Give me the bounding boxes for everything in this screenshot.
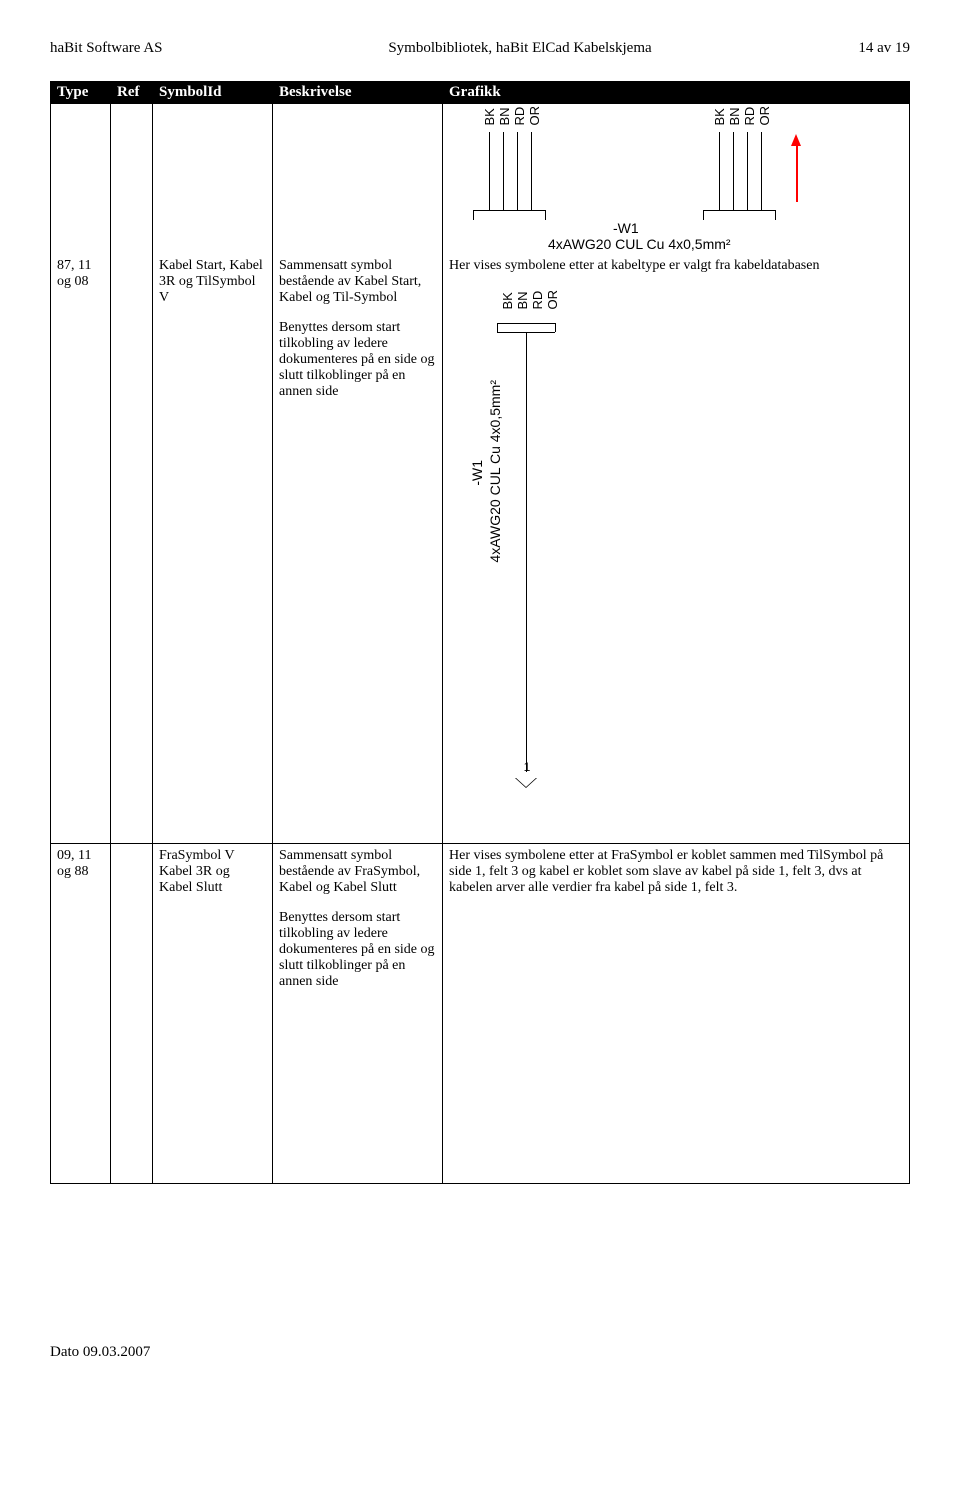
table-row: 87, 11 og 08 Kabel Start, Kabel 3R og Ti… — [51, 254, 910, 844]
chevron-down-icon — [515, 778, 537, 790]
cell-ref — [111, 844, 153, 1184]
table-row: 09, 11 og 88 FraSymbol V Kabel 3R og Kab… — [51, 844, 910, 1184]
cable-vertical-diagram: BK BN RD OR -W1 4xAWG20 CUL Cu 4 — [451, 260, 711, 820]
cell-grafikk: Her vises symbolene etter at FraSymbol e… — [443, 844, 910, 1184]
wire-labels-right: BK BN RD OR — [713, 106, 771, 126]
cell-ref — [111, 254, 153, 844]
wire-labels-left: BK BN RD OR — [483, 106, 541, 126]
table-header-row: Type Ref SymbolId Beskrivelse Grafikk — [51, 82, 910, 104]
terminal-label: 1 — [521, 760, 533, 774]
arrow-up-icon — [791, 134, 801, 146]
header-left: haBit Software AS — [50, 40, 250, 57]
header-center: Symbolbibliotek, haBit ElCad Kabelskjema — [250, 40, 790, 57]
cable-spec-vert: 4xAWG20 CUL Cu 4x0,5mm² — [487, 380, 503, 563]
page-footer: Dato 09.03.2007 — [50, 1344, 910, 1361]
wire-labels-vert: BK BN RD OR — [501, 290, 559, 310]
cable-spec-label: 4xAWG20 CUL Cu 4x0,5mm² — [548, 236, 731, 252]
cell-type: 87, 11 og 08 — [51, 254, 111, 844]
cable-id-vert: -W1 — [469, 460, 485, 486]
cell-symbolid: FraSymbol V Kabel 3R og Kabel Slutt — [153, 844, 273, 1184]
cell-beskrivelse: Sammensatt symbol bestående av FraSymbol… — [273, 844, 443, 1184]
top-diagram-cell: BK BN RD OR BK BN — [443, 104, 910, 254]
grafikk-text: Her vises symbolene etter at FraSymbol e… — [449, 848, 903, 896]
cable-top-diagram: BK BN RD OR BK BN — [443, 104, 909, 254]
cell-grafikk: Her vises symbolene etter at kabeltype e… — [443, 254, 910, 844]
cell-type: 09, 11 og 88 — [51, 844, 111, 1184]
col-ref: Ref — [111, 82, 153, 104]
diagram-header-row: BK BN RD OR BK BN — [51, 104, 910, 254]
cell-beskrivelse: Sammensatt symbol bestående av Kabel Sta… — [273, 254, 443, 844]
col-beskrivelse: Beskrivelse — [273, 82, 443, 104]
col-type: Type — [51, 82, 111, 104]
arrow-line — [796, 144, 798, 202]
cell-symbolid: Kabel Start, Kabel 3R og TilSymbol V — [153, 254, 273, 844]
col-symbolid: SymbolId — [153, 82, 273, 104]
symbol-table: Type Ref SymbolId Beskrivelse Grafikk BK… — [50, 81, 910, 1184]
header-right: 14 av 19 — [790, 40, 910, 57]
page-header: haBit Software AS Symbolbibliotek, haBit… — [50, 40, 910, 57]
cable-id-label: -W1 — [613, 220, 639, 236]
col-grafikk: Grafikk — [443, 82, 910, 104]
